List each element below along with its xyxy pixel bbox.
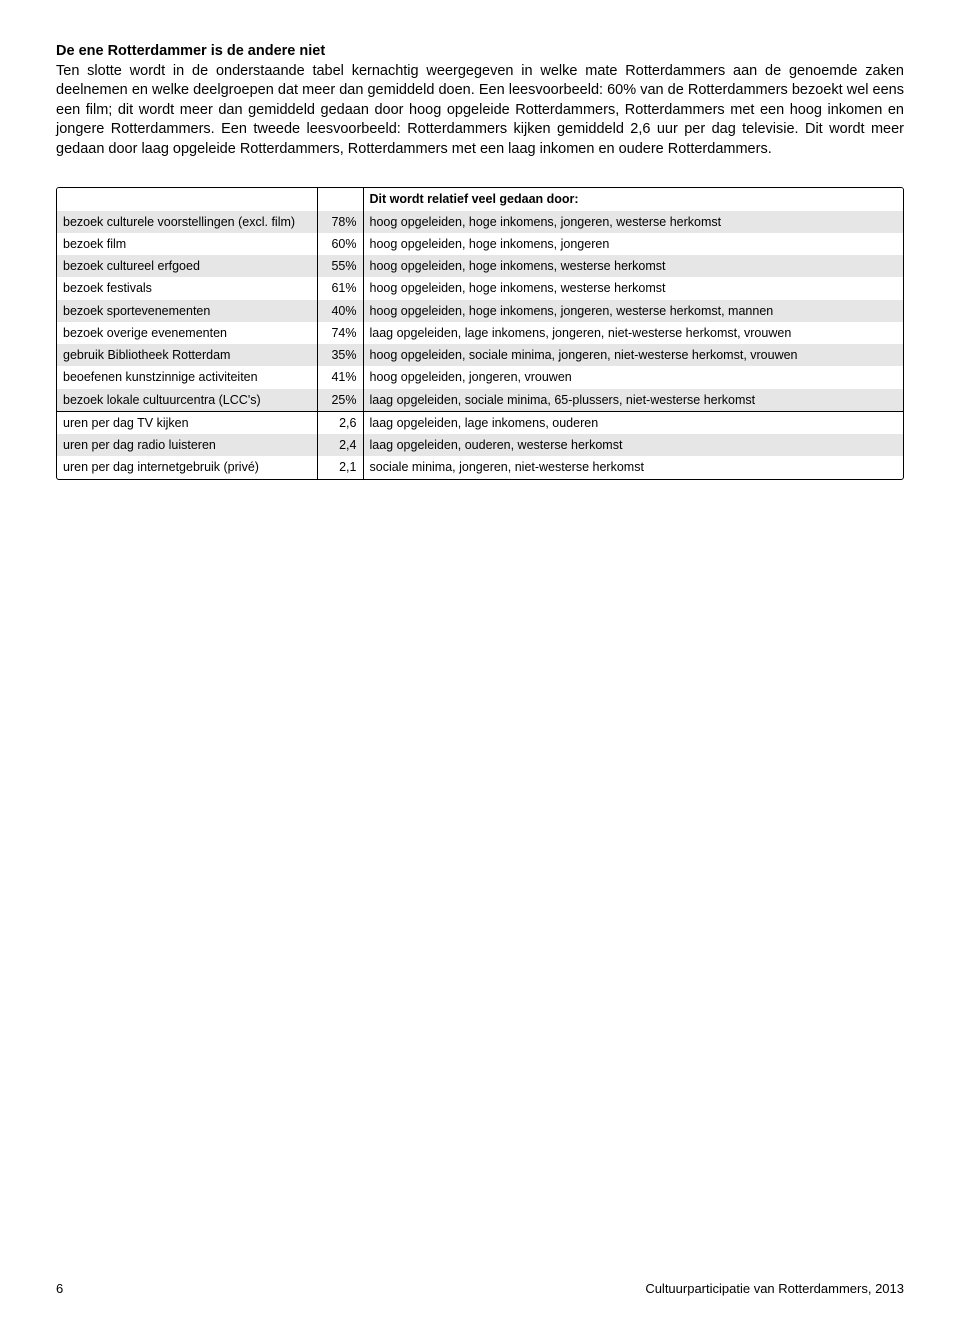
cell-activity: uren per dag radio luisteren [57,434,317,456]
section-heading: De ene Rotterdammer is de andere niet [56,42,904,62]
cell-value: 60% [317,233,363,255]
cell-description: hoog opgeleiden, jongeren, vrouwen [363,366,903,388]
cell-activity: bezoek cultureel erfgoed [57,255,317,277]
cell-description: hoog opgeleiden, hoge inkomens, jongeren [363,233,903,255]
cell-description: hoog opgeleiden, hoge inkomens, jongeren… [363,211,903,233]
table-row: gebruik Bibliotheek Rotterdam35%hoog opg… [57,344,903,366]
table-row: bezoek culturele voorstellingen (excl. f… [57,211,903,233]
cell-value: 2,4 [317,434,363,456]
cell-value: 61% [317,277,363,299]
cell-value: 25% [317,389,363,412]
cell-description: hoog opgeleiden, hoge inkomens, jongeren… [363,300,903,322]
cell-activity: bezoek overige evenementen [57,322,317,344]
cell-description: laag opgeleiden, sociale minima, 65-plus… [363,389,903,412]
cell-activity: bezoek sportevenementen [57,300,317,322]
cell-description: laag opgeleiden, lage inkomens, jongeren… [363,322,903,344]
cell-activity: beoefenen kunstzinnige activiteiten [57,366,317,388]
summary-table-container: Dit wordt relatief veel gedaan door: bez… [56,187,904,479]
cell-activity: uren per dag TV kijken [57,411,317,434]
cell-value: 41% [317,366,363,388]
cell-activity: gebruik Bibliotheek Rotterdam [57,344,317,366]
cell-value: 2,6 [317,411,363,434]
table-row: uren per dag radio luisteren2,4laag opge… [57,434,903,456]
table-section-2: uren per dag TV kijken2,6laag opgeleiden… [57,411,903,478]
cell-activity: bezoek culturele voorstellingen (excl. f… [57,211,317,233]
summary-table: Dit wordt relatief veel gedaan door: bez… [57,188,903,478]
table-row: bezoek sportevenementen40%hoog opgeleide… [57,300,903,322]
cell-value: 55% [317,255,363,277]
cell-description: hoog opgeleiden, hoge inkomens, westerse… [363,255,903,277]
cell-activity: uren per dag internetgebruik (privé) [57,456,317,478]
table-row: uren per dag internetgebruik (privé)2,1s… [57,456,903,478]
cell-description: hoog opgeleiden, hoge inkomens, westerse… [363,277,903,299]
table-row: bezoek overige evenementen74%laag opgele… [57,322,903,344]
cell-value: 35% [317,344,363,366]
cell-value: 78% [317,211,363,233]
cell-value: 40% [317,300,363,322]
cell-value: 2,1 [317,456,363,478]
header-blank-activity [57,188,317,210]
table-row: bezoek festivals61%hoog opgeleiden, hoge… [57,277,903,299]
cell-activity: bezoek lokale cultuurcentra (LCC's) [57,389,317,412]
cell-description: sociale minima, jongeren, niet-westerse … [363,456,903,478]
table-row: bezoek cultureel erfgoed55%hoog opgeleid… [57,255,903,277]
header-blank-value [317,188,363,210]
table-row: bezoek lokale cultuurcentra (LCC's)25%la… [57,389,903,412]
cell-value: 74% [317,322,363,344]
table-row: uren per dag TV kijken2,6laag opgeleiden… [57,411,903,434]
cell-activity: bezoek film [57,233,317,255]
header-desc: Dit wordt relatief veel gedaan door: [363,188,903,210]
body-paragraph: Ten slotte wordt in de onderstaande tabe… [56,62,904,160]
document-title: Cultuurparticipatie van Rotterdammers, 2… [645,1281,904,1296]
cell-description: hoog opgeleiden, sociale minima, jongere… [363,344,903,366]
table-row: bezoek film60%hoog opgeleiden, hoge inko… [57,233,903,255]
table-section-1: bezoek culturele voorstellingen (excl. f… [57,211,903,412]
page-number: 6 [56,1281,63,1296]
cell-description: laag opgeleiden, ouderen, westerse herko… [363,434,903,456]
cell-description: laag opgeleiden, lage inkomens, ouderen [363,411,903,434]
cell-activity: bezoek festivals [57,277,317,299]
table-header-row: Dit wordt relatief veel gedaan door: [57,188,903,210]
page-footer: 6 Cultuurparticipatie van Rotterdammers,… [56,1281,904,1296]
table-row: beoefenen kunstzinnige activiteiten41%ho… [57,366,903,388]
